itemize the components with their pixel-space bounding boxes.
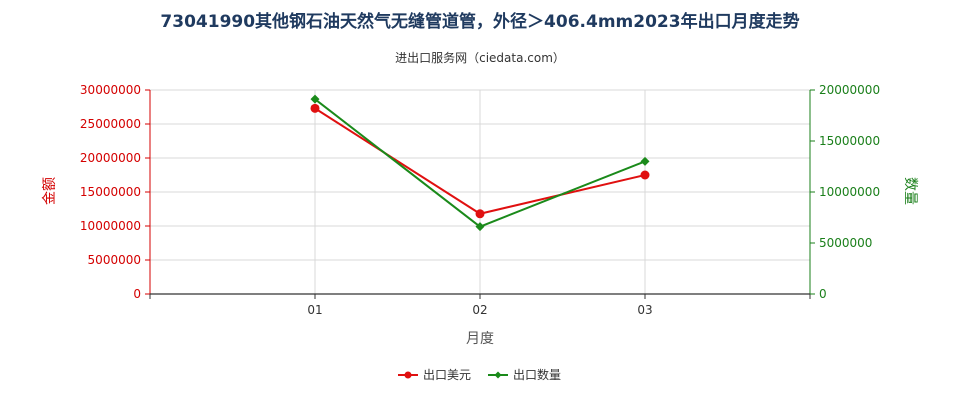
right-tick-label: 10000000 <box>819 185 880 199</box>
data-point <box>310 94 320 104</box>
grid-lines <box>150 89 810 295</box>
left-tick-label: 0 <box>133 287 141 301</box>
left-tick-label: 30000000 <box>80 83 141 97</box>
left-tick-label: 20000000 <box>80 151 141 165</box>
axes <box>145 89 815 299</box>
right-tick-label: 15000000 <box>819 134 880 148</box>
legend-label: 出口数量 <box>513 367 561 382</box>
legend-label: 出口美元 <box>423 368 471 382</box>
right-tick-label: 0 <box>819 287 827 301</box>
right-tick-label: 5000000 <box>819 236 872 250</box>
x-tick-label: 03 <box>637 303 652 317</box>
legend: 出口美元 出口数量 <box>398 367 561 382</box>
series-layer <box>310 94 650 232</box>
x-tick-label: 01 <box>307 303 322 317</box>
right-tick-label: 20000000 <box>819 83 880 97</box>
data-point <box>640 156 650 166</box>
x-axis-title: 月度 <box>466 331 494 347</box>
left-tick-label: 15000000 <box>80 185 141 199</box>
x-tick-label: 02 <box>472 303 487 317</box>
chart-subtitle: 进出口服务网（ciedata.com） <box>395 50 565 65</box>
legend-marker <box>404 371 412 379</box>
data-point <box>475 222 485 232</box>
left-tick-label: 5000000 <box>88 253 141 267</box>
right-axis-title: 数量 <box>902 177 918 205</box>
left-axis-title: 金额 <box>42 177 58 205</box>
chart-title: 73041990其他钢石油天然气无缝管道管，外径＞406.4mm2023年出口月… <box>160 11 799 32</box>
left-tick-label: 25000000 <box>80 117 141 131</box>
data-point <box>475 209 485 219</box>
tick-labels: 0 5000000 10000000 15000000 20000000 25000000… <box>80 83 880 317</box>
left-tick-label: 10000000 <box>80 219 141 233</box>
data-point <box>310 103 320 113</box>
data-point <box>640 170 650 180</box>
legend-marker <box>494 371 502 379</box>
